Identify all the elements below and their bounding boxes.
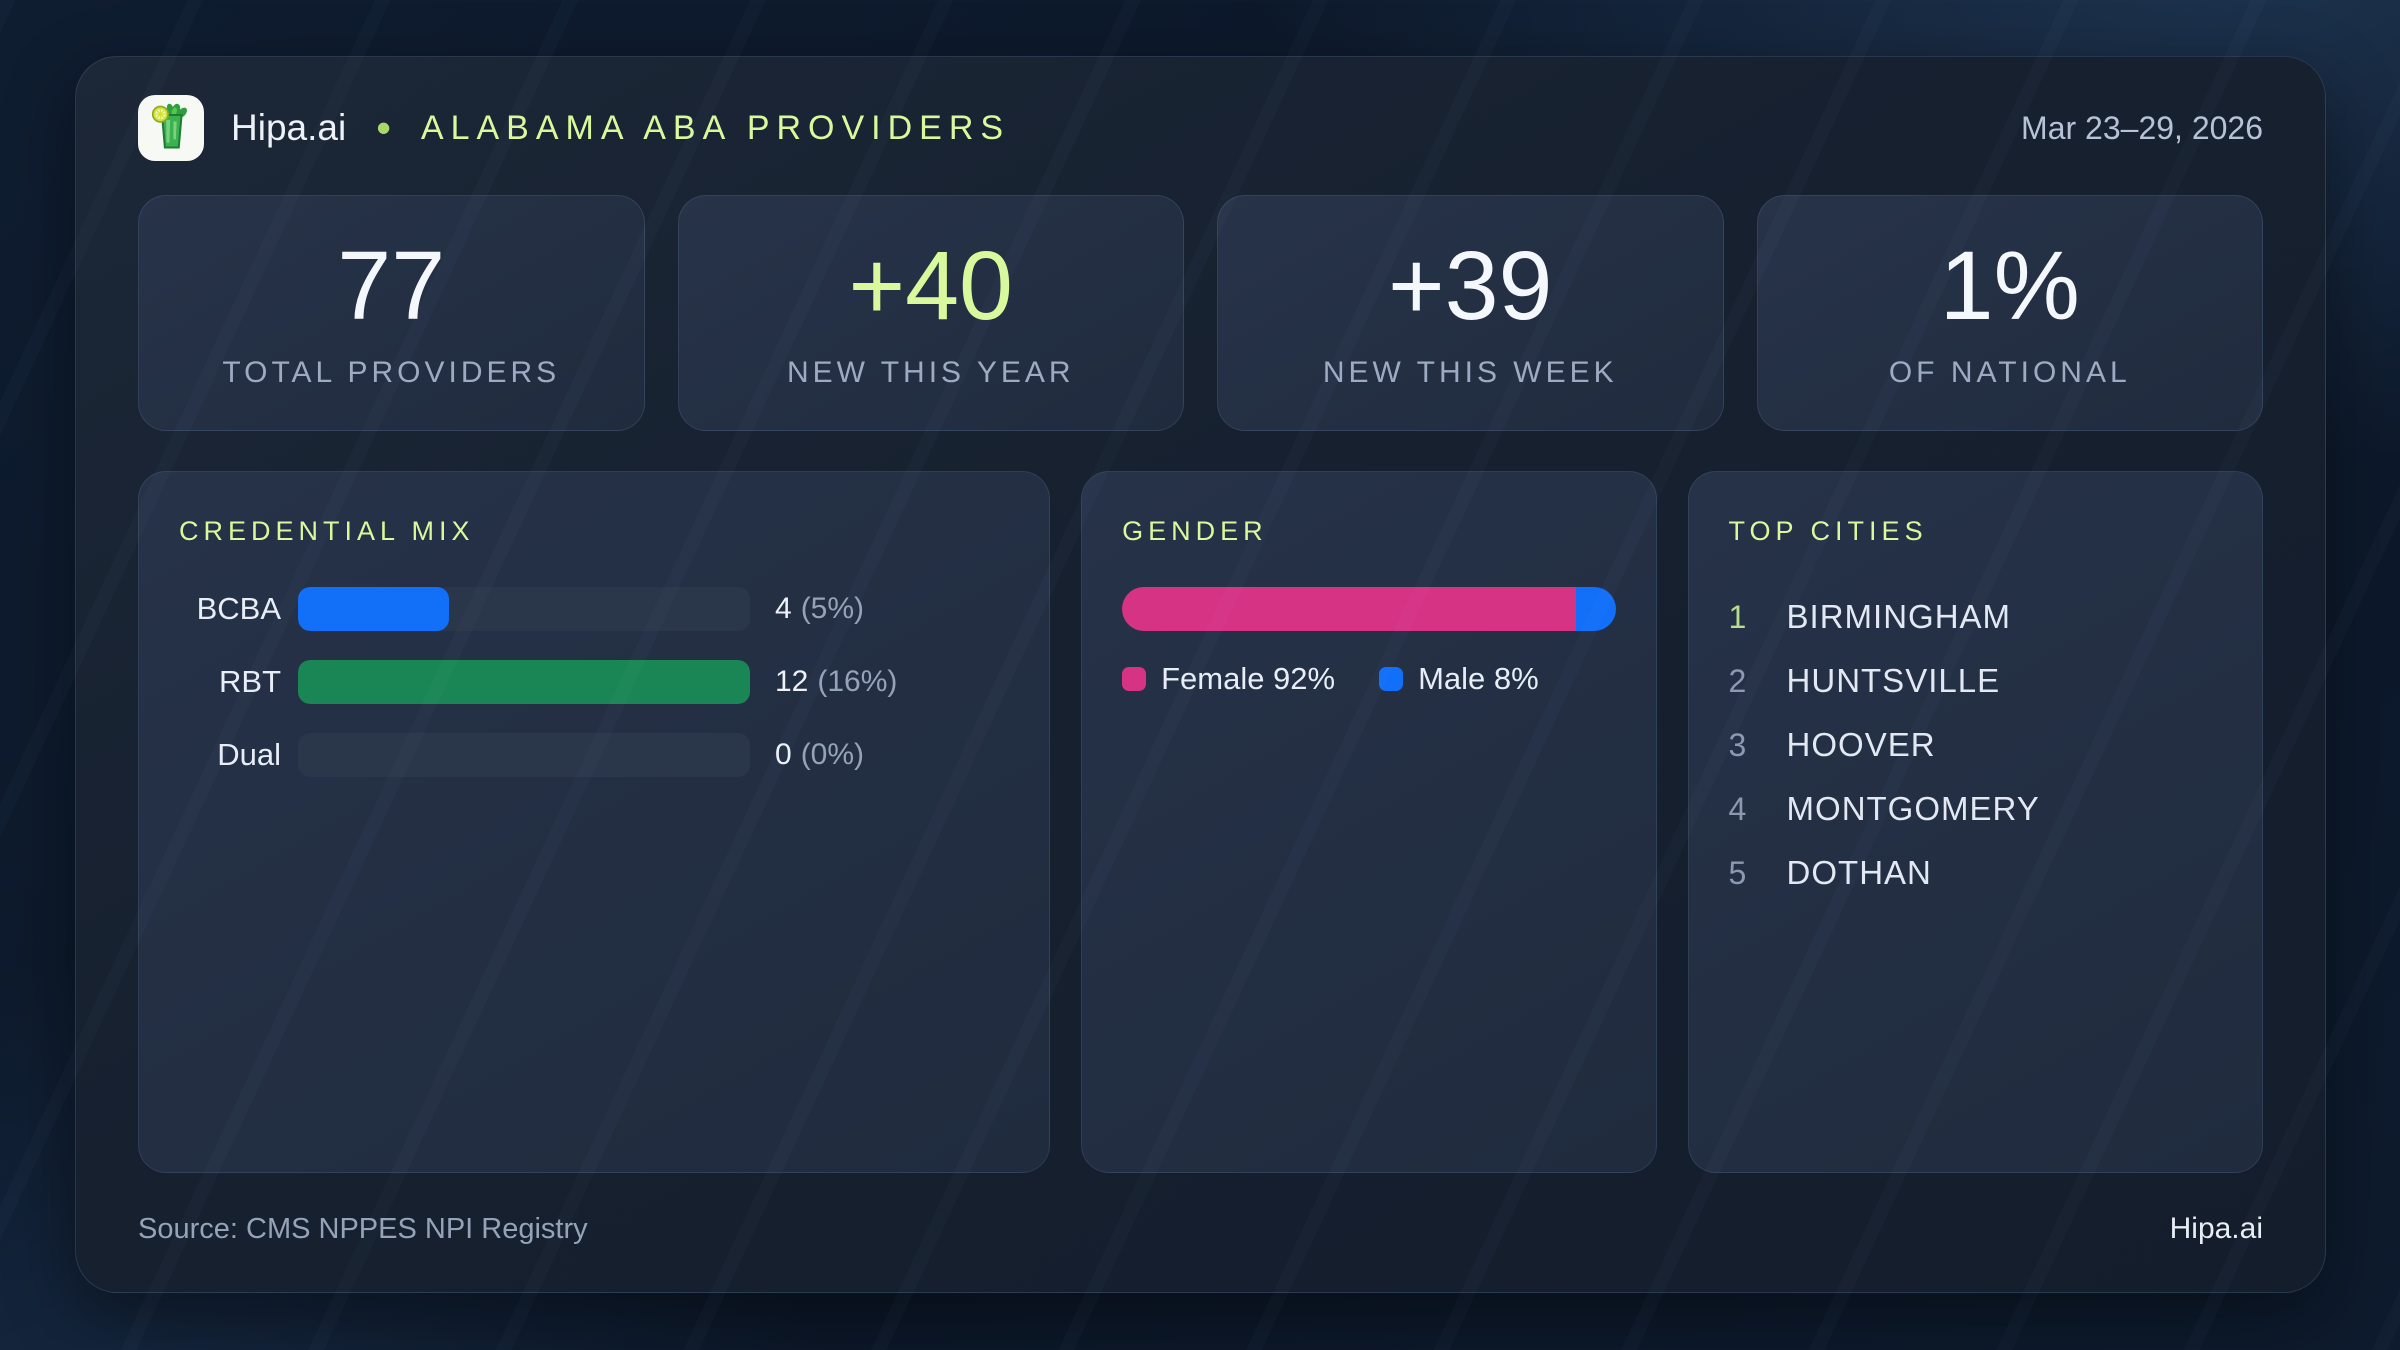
legend-label: Male 8% [1418,661,1539,696]
date-range: Mar 23–29, 2026 [2021,109,2263,146]
list-item: 5 DOTHAN [1729,841,2222,905]
city-rank: 1 [1728,598,1747,635]
footer-brand: Hipa.ai [2169,1212,2263,1245]
kpi-value: 77 [337,230,446,340]
city-rank: 3 [1728,726,1747,763]
bar-row-bcba: BCBA 4 (5%) [179,587,1009,631]
list-item: 1 BIRMINGHAM [1729,585,2222,649]
bar-fill [298,660,750,704]
city-rank: 4 [1728,790,1747,827]
panel-title: CREDENTIAL MIX [179,516,475,546]
bar-track [298,733,750,777]
panel-title: TOP CITIES [1728,516,1928,546]
kpi-label: NEW THIS YEAR [786,355,1075,389]
bar-label: RBT [219,664,281,699]
gender-panel: GENDER Female 92% Male 8% [1081,471,1657,1173]
legend-item-male: Male 8% [1379,661,1539,697]
bar-value: 4 (5%) [775,592,865,625]
kpi-label: OF NATIONAL [1888,355,2131,389]
credential-mix-panel: CREDENTIAL MIX BCBA 4 (5%) RBT 12 (16%) Du… [138,471,1051,1173]
city-name: BIRMINGHAM [1786,598,2012,635]
kpi-label: NEW THIS WEEK [1322,355,1618,389]
panel-title: GENDER [1122,516,1268,546]
kpi-total-providers: 77 TOTAL PROVIDERS [138,195,645,431]
top-cities-panel: TOP CITIES 1 BIRMINGHAM 2 HUNTSVILLE 3 H… [1687,471,2263,1173]
bar-row-dual: Dual 0 (0%) [179,733,1009,777]
kpi-of-national: 1% OF NATIONAL [1756,195,2263,431]
bar-row-rbt: RBT 12 (16%) [179,660,1009,704]
bar-fill [298,587,449,631]
bar-track [298,587,750,631]
hipa-logo-icon [138,95,204,161]
bar-label: Dual [217,737,281,772]
list-item: 4 MONTGOMERY [1729,777,2222,841]
bar-value: 0 (0%) [775,738,865,771]
bar-label: BCBA [196,591,281,626]
legend-item-female: Female 92% [1122,661,1335,697]
bar-value: 12 (16%) [775,665,898,698]
page-title: ALABAMA ABA PROVIDERS [420,108,1011,147]
dashboard-card: Hipa.ai • ALABAMA ABA PROVIDERS Mar 23–2… [75,56,2326,1293]
credential-bar-chart: BCBA 4 (5%) RBT 12 (16%) Dual 0 (0%) [179,587,1009,777]
city-name: HOOVER [1786,726,1936,763]
male-segment [1576,587,1616,631]
kpi-value: +40 [848,230,1014,340]
bullet-separator-icon: • [376,104,391,151]
list-item: 2 HUNTSVILLE [1729,649,2222,713]
female-segment [1122,587,1577,631]
kpi-row: 77 TOTAL PROVIDERS +40 NEW THIS YEAR +39… [138,195,2263,431]
header: Hipa.ai • ALABAMA ABA PROVIDERS Mar 23–2… [76,57,2325,161]
gender-legend: Female 92% Male 8% [1122,661,1615,697]
gender-stacked-bar [1122,587,1616,631]
list-item: 3 HOOVER [1729,713,2222,777]
legend-label: Female 92% [1161,661,1336,696]
female-swatch-icon [1122,667,1147,691]
panels-row: CREDENTIAL MIX BCBA 4 (5%) RBT 12 (16%) Du… [138,471,2263,1173]
brand-name: Hipa.ai [231,107,347,148]
bar-track [298,660,750,704]
kpi-label: TOTAL PROVIDERS [222,355,561,389]
source-attribution: Source: CMS NPPES NPI Registry [138,1212,588,1245]
male-swatch-icon [1379,667,1404,691]
city-rank: 5 [1728,854,1747,891]
city-list: 1 BIRMINGHAM 2 HUNTSVILLE 3 HOOVER 4 MON… [1729,585,2222,905]
kpi-new-this-year: +40 NEW THIS YEAR [677,195,1184,431]
city-name: MONTGOMERY [1786,790,2040,827]
city-name: DOTHAN [1786,854,1932,891]
kpi-value: +39 [1387,230,1553,340]
city-name: HUNTSVILLE [1786,662,2001,699]
kpi-value: 1% [1939,230,2080,340]
kpi-new-this-week: +39 NEW THIS WEEK [1217,195,1724,431]
footer: Source: CMS NPPES NPI Registry Hipa.ai [138,1212,2263,1246]
city-rank: 2 [1728,662,1747,699]
